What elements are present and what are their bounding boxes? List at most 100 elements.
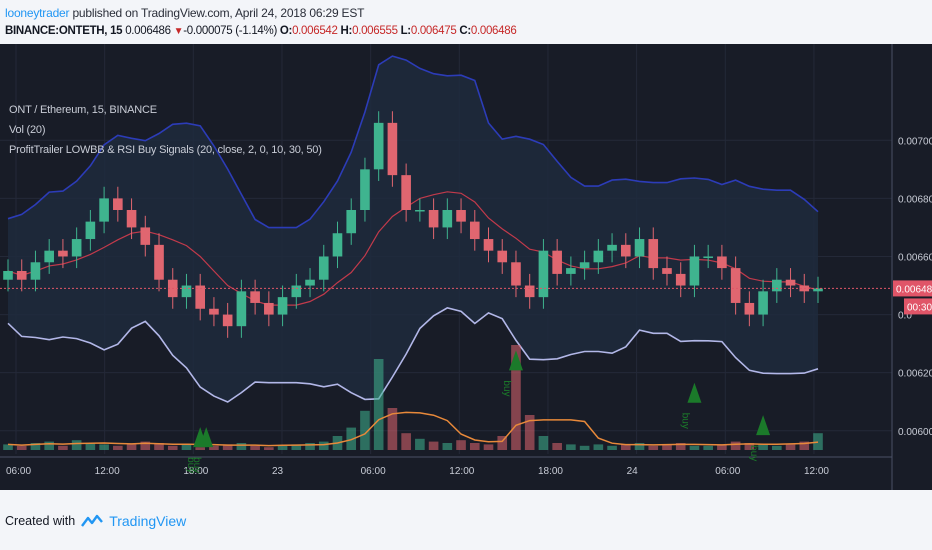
open-label: O: [279,25,293,37]
candle-body [222,314,233,327]
volume-bar [552,443,562,450]
volume-bar [154,443,164,450]
volume-bar [607,445,617,450]
volume-bar [785,444,796,450]
candle-body [30,262,41,280]
volume-bar [428,441,439,450]
candle-body [415,210,425,212]
candle-body [360,169,370,210]
volume-ma-line [7,411,819,447]
volume-bar [620,444,631,450]
candle-body [264,302,274,315]
candle-body [99,198,109,222]
candle-body [538,250,549,298]
symbol-name: BINANCE:ONTETH, 15 [5,25,123,37]
low-label: L: [400,25,412,37]
x-tick-label: 24 [627,466,639,477]
volume-bar [717,444,727,450]
candle-body [236,291,247,327]
candle-body [785,279,796,286]
volume-bar [85,443,96,450]
volume-bar [579,445,590,450]
candle-body [140,227,151,245]
volume-bar [456,440,466,450]
volume-bar [346,427,357,450]
volume-bar [511,345,521,450]
volume-bar [799,441,810,450]
candle-body [58,250,68,257]
candle-body [662,268,672,274]
candle-body [483,239,494,251]
candle-body [689,256,700,286]
volume-bar [813,433,823,450]
candle-body [675,273,686,286]
candle-body [318,256,329,280]
volume-bar [675,443,686,450]
candle-body [250,291,260,303]
candle-body [593,250,604,263]
volume-bar [113,445,123,450]
buy-signal-arrow [687,382,702,403]
candle-body [442,210,453,228]
candle-body [772,279,782,292]
x-tick-label: 23 [272,466,284,477]
candle-body [744,302,755,315]
legend-indicator[interactable]: ProfitTrailer LOWBB & RSI Buy Signals (2… [9,144,322,156]
candle-body [456,210,466,222]
candle-body [566,268,576,274]
candle-body [497,250,508,263]
candle-body [552,250,562,274]
candle-body [181,285,192,298]
buy-signal-arrow [199,427,214,448]
candle-body [154,244,164,280]
candle-body [634,239,645,257]
x-tick-label: 12:00 [804,466,829,477]
candle-body [717,256,727,269]
volume-bar [387,408,398,450]
candle-body [291,285,302,298]
x-tick-label: 18:00 [183,466,208,477]
volume-bar [566,444,576,450]
legend-symbol[interactable]: ONT / Ethereum, 15, BINANCE [9,104,157,116]
buy-signal-label: buy [679,413,690,429]
buy-signal-label: buy [501,380,512,396]
candle-body [85,221,96,240]
lower-band-line [7,307,819,403]
volume-bar [524,415,535,450]
candle-body [579,262,590,269]
low-value: 0.006475 [410,25,457,37]
y-tick-label: 0.0 [898,311,912,322]
last-price-label: 0.006486 [896,284,932,295]
candle-body [44,250,54,263]
volume-bar [758,444,768,450]
volume-bar [209,445,219,450]
legend-volume[interactable]: Vol (20) [9,124,46,136]
price-change: -0.000075 (-1.14%) [183,25,277,37]
volume-bar [415,438,425,450]
candle-body [730,268,741,303]
volume-bar [730,441,741,450]
volume-bar [744,443,755,450]
volume-bar [250,445,260,450]
tradingview-brand[interactable]: TradingView [109,513,187,529]
footer: Created with TradingView [5,513,186,529]
candle-body [16,271,27,280]
candle-body [401,175,411,210]
x-tick-label: 06:00 [361,466,386,477]
chart-legend: ONT / Ethereum, 15, BINANCE Vol (20) Pro… [9,100,322,160]
volume-bar [3,444,13,450]
candle-body [209,308,219,315]
volume-bar [236,443,247,450]
volume-bar [318,441,329,450]
author-link[interactable]: looneytrader [5,6,70,20]
last-price-tag [893,280,932,297]
candle-body [607,244,617,251]
volume-bar [71,440,82,450]
candle-body [346,210,357,234]
candle-body [758,291,768,315]
